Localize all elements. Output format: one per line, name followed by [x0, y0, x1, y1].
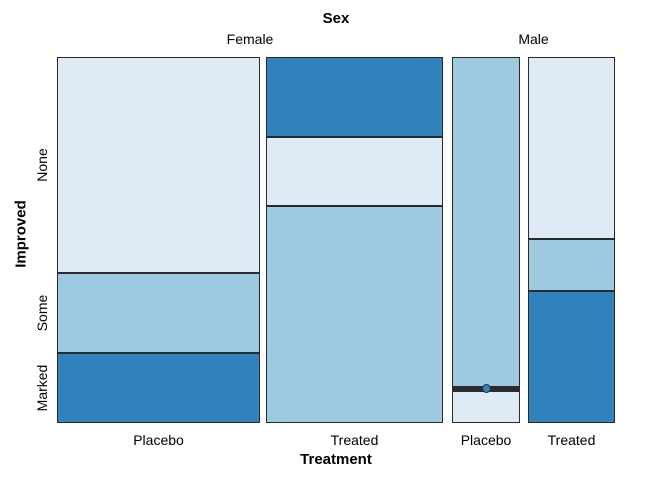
y-tick-none: None: [34, 148, 50, 182]
y-tick-some: Some: [34, 294, 50, 332]
mosaic-cell-male-treated-none: [528, 57, 615, 239]
left-axis-title-improved: Improved: [12, 200, 30, 268]
mosaic-cell-male-placebo-marked: [452, 391, 520, 423]
top-axis-title-sex: Sex: [322, 10, 350, 27]
mosaic-cell-male-treated-some: [528, 239, 615, 291]
bottom-axis-title-treatment: Treatment: [300, 451, 372, 468]
x-tick-placebo-male: Placebo: [460, 432, 512, 448]
mosaic-cell-female-treated-none: [266, 57, 443, 137]
mosaic-cell-female-treated-marked: [266, 206, 443, 423]
mosaic-cell-male-treated-marked: [528, 291, 615, 423]
mosaic-cell-female-placebo-some: [57, 273, 260, 353]
x-tick-treated-female: Treated: [330, 432, 379, 448]
mosaic-cell-female-placebo-marked: [57, 353, 260, 423]
mosaic-cell-female-treated-some: [266, 137, 443, 206]
x-tick-placebo-female: Placebo: [133, 432, 184, 448]
mosaic-cell-female-placebo-none: [57, 57, 260, 273]
x-tick-treated-male: Treated: [547, 432, 596, 448]
panel-label-female: Female: [226, 31, 274, 47]
zero-count-marker: [481, 383, 491, 393]
mosaic-cell-male-placebo-none: [452, 57, 520, 387]
panel-label-male: Male: [518, 31, 549, 47]
y-tick-marked: Marked: [34, 364, 50, 412]
